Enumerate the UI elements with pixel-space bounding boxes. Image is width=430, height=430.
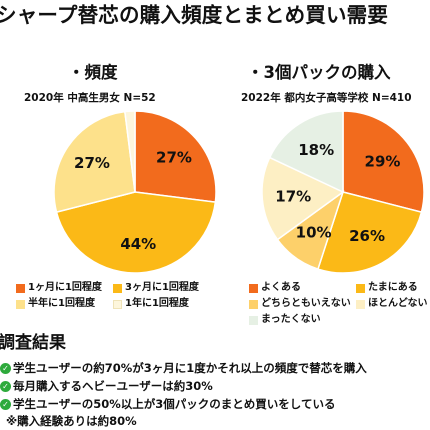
- pie-slice: [317, 191, 423, 274]
- pie-slice: [55, 191, 217, 274]
- legend-label: たまにある: [368, 282, 418, 293]
- legend-label: 3ヶ月に1回程度: [125, 282, 199, 293]
- legend-item: どちらともいえない: [249, 298, 351, 310]
- legend-label: 1ヶ月に1回程度: [28, 282, 102, 293]
- slice-data-label: 27%: [74, 154, 110, 172]
- legend-swatch: [249, 283, 258, 293]
- legend-swatch: [16, 283, 25, 293]
- legend-swatch: [16, 299, 25, 309]
- legend-item: まったくない: [249, 314, 321, 326]
- legend-swatch: [249, 299, 258, 309]
- pie-chart-frequency: 27% 44% 27%: [53, 110, 217, 274]
- legend-label: 半年に1回程度: [28, 298, 95, 309]
- slice-data-label: 10%: [296, 223, 332, 241]
- legend-item: 半年に1回程度: [16, 298, 95, 310]
- slice-data-label: 44%: [120, 235, 156, 253]
- legend-item: 3ヶ月に1回程度: [113, 282, 199, 294]
- pie-chart-pack-purchase: 29% 26% 10% 17% 18%: [261, 110, 425, 274]
- pie-slice: [53, 110, 136, 214]
- results-title: 調査結果: [0, 333, 66, 353]
- slice-data-label: 17%: [275, 188, 311, 206]
- pie-slice: [261, 156, 345, 241]
- chart-subtitle-frequency: 2020年 中高生男女 N=52: [24, 92, 156, 104]
- legend-label: まったくない: [261, 314, 321, 325]
- finding-text: 学生ユーザーの50%以上が3個パックのまとめ買いをしている: [13, 397, 336, 411]
- slice-data-label: 29%: [365, 152, 401, 170]
- chart-title-frequency: ・頻度: [68, 63, 118, 82]
- pie-slice: [124, 110, 136, 193]
- slice-data-label: 26%: [349, 227, 385, 245]
- check-icon: ✓: [0, 363, 11, 374]
- chart-subtitle-pack-purchase: 2022年 都内女子高等学校 N=410: [241, 92, 412, 104]
- legend-item: 1ヶ月に1回程度: [16, 282, 102, 294]
- legend-item: ほとんどない: [356, 298, 428, 310]
- legend-swatch: [356, 299, 365, 309]
- legend-label: どちらともいえない: [261, 298, 351, 309]
- finding-text: 毎月購入するヘビーユーザーは約30%: [13, 379, 213, 393]
- finding-item: ✓ 学生ユーザーの50%以上が3個パックのまとめ買いをしている: [0, 397, 335, 412]
- pie-slice: [268, 110, 344, 194]
- finding-item: ✓ 学生ユーザーの約70%が3ヶ月に1度かそれ以上の頻度で替芯を購入: [0, 361, 367, 376]
- headline: シャープ替芯の購入頻度とまとめ買い需要: [0, 3, 389, 27]
- legend-item: 1年に1回程度: [113, 298, 189, 310]
- legend-swatch: [249, 315, 258, 325]
- slice-data-label: 27%: [156, 149, 192, 167]
- finding-text: 学生ユーザーの約70%が3ヶ月に1度かそれ以上の頻度で替芯を購入: [13, 361, 367, 375]
- finding-note: ※購入経験ありは約80%: [6, 414, 137, 428]
- slice-data-label: 18%: [298, 141, 334, 159]
- legend-label: 1年に1回程度: [125, 298, 189, 309]
- legend-swatch: [113, 283, 122, 293]
- legend-item: よくある: [249, 282, 301, 294]
- finding-item: ✓ 毎月購入するヘビーユーザーは約30%: [0, 379, 213, 394]
- chart-title-pack-purchase: ・3個パックの購入: [247, 63, 391, 82]
- check-icon: ✓: [0, 381, 11, 392]
- legend-swatch: [356, 283, 365, 293]
- pie-slice: [342, 110, 425, 214]
- legend-label: よくある: [261, 282, 301, 293]
- check-icon: ✓: [0, 399, 11, 410]
- pie-slice: [134, 110, 217, 203]
- legend-item: たまにある: [356, 282, 418, 294]
- legend-swatch: [113, 299, 122, 309]
- legend-label: ほとんどない: [368, 298, 428, 309]
